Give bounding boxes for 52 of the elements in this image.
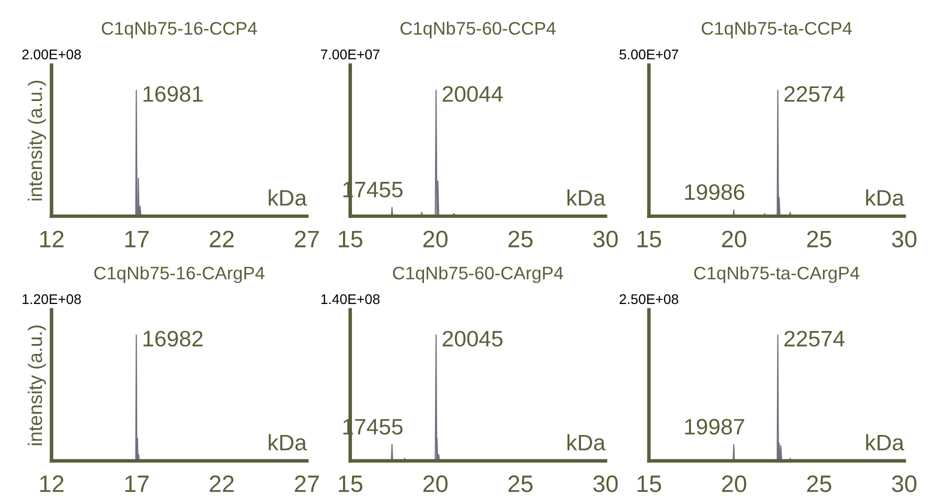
text: 1.40E+08 [321,294,380,304]
x-axis-title: kDa [567,189,606,206]
text: 5.00E+07 [620,50,678,60]
x-tick-label: 17 [125,476,149,492]
x-axis-title: kDa [268,434,307,450]
x-tick-label: 25 [807,230,832,248]
y-axis-title: intensity (a.u.) [28,326,46,446]
x-axis-title: kDa [268,189,307,206]
text: 2.50E+08 [620,294,678,304]
annotation: 20044 [442,86,503,102]
annotation: 19987 [685,418,744,435]
x-tick-label: 12 [40,475,64,492]
x-tick-label: 22 [210,475,234,492]
chart-title: C1qNb75-ta-CCP4 [702,21,852,38]
x-tick-label: 25 [807,475,832,492]
annotation: 19986 [685,184,744,200]
chart-title: C1qNb75-16-CArgP4 [94,266,264,284]
text: 2.00E+08 [22,50,81,60]
chart-title: C1qNb75-60-CCP4 [400,21,556,38]
chart-title: C1qNb75-60-CArgP4 [392,266,564,284]
x-tick-label: 20 [722,230,746,248]
x-tick-label: 17 [125,230,149,248]
x-tick-label: 25 [508,475,533,492]
annotation: 22574 [784,330,845,347]
x-tick-label: 30 [593,230,618,248]
annotation: 16981 [144,86,203,102]
x-axis-title: kDa [567,434,606,450]
x-tick-label: 25 [508,230,533,248]
x-tick-label: 30 [892,230,916,248]
x-tick-label: 15 [338,230,362,248]
text: 1.20E+08 [22,294,81,304]
x-tick-label: 20 [722,475,746,492]
x-tick-label: 15 [338,476,362,492]
x-tick-label: 15 [638,476,662,492]
chart-title: C1qNb75-16-CCP4 [102,21,257,38]
x-tick-label: 20 [423,230,448,248]
y-axis-title: intensity (a.u.) [28,80,46,200]
x-tick-label: 30 [593,475,618,492]
x-tick-label: 15 [638,230,662,248]
chart-title: C1qNb75-ta-CArgP4 [694,266,860,284]
x-tick-label: 27 [294,475,319,492]
x-tick-label: 22 [210,230,234,248]
annotation: 16982 [144,330,203,347]
x-tick-label: 12 [40,230,64,248]
annotation: 20045 [442,330,503,347]
x-axis-title: kDa [866,189,904,206]
text: 7.00E+07 [321,50,380,60]
x-tick-label: 27 [294,230,319,248]
annotation: 22574 [784,86,845,102]
x-axis-title: kDa [866,434,904,450]
x-tick-label: 20 [423,475,448,492]
x-tick-label: 30 [892,475,916,492]
